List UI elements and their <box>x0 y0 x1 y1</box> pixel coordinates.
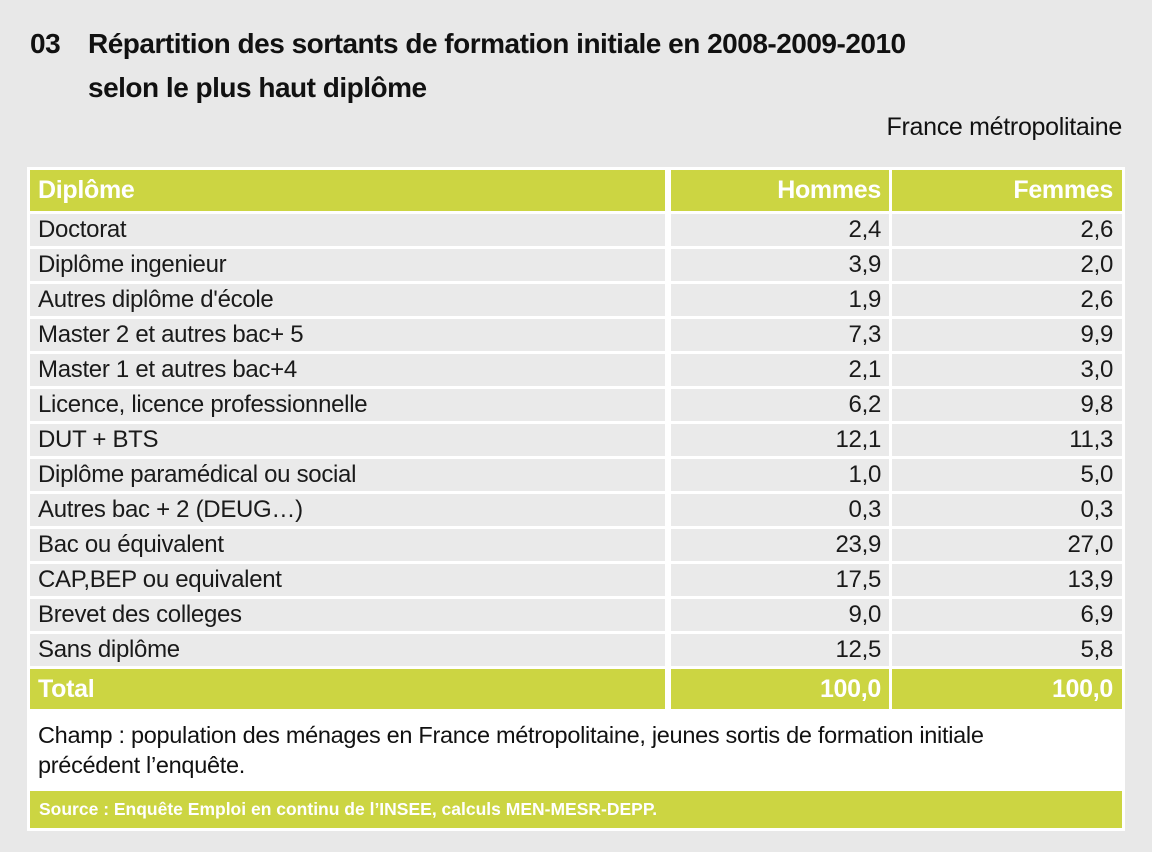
cell-hommes: 7,3 <box>671 319 889 351</box>
cell-femmes: 0,3 <box>892 494 1122 526</box>
cell-label: Licence, licence professionnelle <box>30 389 665 421</box>
cell-label: Master 2 et autres bac+ 5 <box>30 319 665 351</box>
cell-hommes: 2,4 <box>671 214 889 246</box>
cell-label: Brevet des colleges <box>30 599 665 631</box>
cell-label: Autres diplôme d'école <box>30 284 665 316</box>
title-block: 03 Répartition des sortants de formation… <box>30 22 906 110</box>
cell-femmes: 5,0 <box>892 459 1122 491</box>
table-row: DUT + BTS 12,1 11,3 <box>30 424 1122 456</box>
total-femmes: 100,0 <box>892 669 1122 709</box>
cell-label: DUT + BTS <box>30 424 665 456</box>
page-title-line2: selon le plus haut diplôme <box>88 72 427 103</box>
cell-label: Autres bac + 2 (DEUG…) <box>30 494 665 526</box>
cell-hommes: 0,3 <box>671 494 889 526</box>
cell-femmes: 13,9 <box>892 564 1122 596</box>
cell-label: CAP,BEP ou equivalent <box>30 564 665 596</box>
table-row: Autres bac + 2 (DEUG…) 0,3 0,3 <box>30 494 1122 526</box>
column-header-hommes: Hommes <box>671 170 889 211</box>
table-row: Brevet des colleges 9,0 6,9 <box>30 599 1122 631</box>
total-label: Total <box>30 669 665 709</box>
page-title-line1: Répartition des sortants de formation in… <box>88 28 906 59</box>
table-total-row: Total 100,0 100,0 <box>30 669 1122 709</box>
cell-femmes: 3,0 <box>892 354 1122 386</box>
cell-hommes: 23,9 <box>671 529 889 561</box>
cell-femmes: 2,0 <box>892 249 1122 281</box>
table-row: Sans diplôme 12,5 5,8 <box>30 634 1122 666</box>
cell-hommes: 1,9 <box>671 284 889 316</box>
cell-femmes: 5,8 <box>892 634 1122 666</box>
cell-label: Sans diplôme <box>30 634 665 666</box>
table-row: CAP,BEP ou equivalent 17,5 13,9 <box>30 564 1122 596</box>
cell-hommes: 12,5 <box>671 634 889 666</box>
source-bar: Source : Enquête Emploi en continu de l’… <box>30 791 1122 828</box>
column-header-femmes: Femmes <box>892 170 1122 211</box>
table-header-row: Diplôme Hommes Femmes <box>30 170 1122 211</box>
champ-note-line1: Champ : population des ménages en France… <box>38 722 984 748</box>
cell-hommes: 1,0 <box>671 459 889 491</box>
table-row: Master 2 et autres bac+ 5 7,3 9,9 <box>30 319 1122 351</box>
table-row: Doctorat 2,4 2,6 <box>30 214 1122 246</box>
cell-femmes: 6,9 <box>892 599 1122 631</box>
column-header-diplome: Diplôme <box>30 170 665 211</box>
table-row: Bac ou équivalent 23,9 27,0 <box>30 529 1122 561</box>
figure-number: 03 <box>30 28 61 59</box>
total-hommes: 100,0 <box>671 669 889 709</box>
champ-note: Champ : population des ménages en France… <box>30 712 1122 788</box>
cell-label: Doctorat <box>30 214 665 246</box>
cell-hommes: 3,9 <box>671 249 889 281</box>
cell-hommes: 17,5 <box>671 564 889 596</box>
cell-hommes: 2,1 <box>671 354 889 386</box>
cell-hommes: 12,1 <box>671 424 889 456</box>
cell-femmes: 2,6 <box>892 284 1122 316</box>
champ-note-line2: précédent l’enquête. <box>38 752 245 778</box>
table-row: Master 1 et autres bac+4 2,1 3,0 <box>30 354 1122 386</box>
cell-label: Diplôme ingenieur <box>30 249 665 281</box>
cell-femmes: 9,8 <box>892 389 1122 421</box>
diploma-table: Diplôme Hommes Femmes Doctorat 2,4 2,6 D… <box>27 167 1125 831</box>
cell-label: Master 1 et autres bac+4 <box>30 354 665 386</box>
cell-label: Bac ou équivalent <box>30 529 665 561</box>
cell-femmes: 9,9 <box>892 319 1122 351</box>
cell-label: Diplôme paramédical ou social <box>30 459 665 491</box>
table-row: Licence, licence professionnelle 6,2 9,8 <box>30 389 1122 421</box>
cell-hommes: 6,2 <box>671 389 889 421</box>
cell-femmes: 27,0 <box>892 529 1122 561</box>
cell-femmes: 2,6 <box>892 214 1122 246</box>
cell-hommes: 9,0 <box>671 599 889 631</box>
table-row: Diplôme ingenieur 3,9 2,0 <box>30 249 1122 281</box>
page-title: Répartition des sortants de formation in… <box>88 22 906 110</box>
table-row: Diplôme paramédical ou social 1,0 5,0 <box>30 459 1122 491</box>
region-note: France métropolitaine <box>886 113 1123 141</box>
cell-femmes: 11,3 <box>892 424 1122 456</box>
table-row: Autres diplôme d'école 1,9 2,6 <box>30 284 1122 316</box>
